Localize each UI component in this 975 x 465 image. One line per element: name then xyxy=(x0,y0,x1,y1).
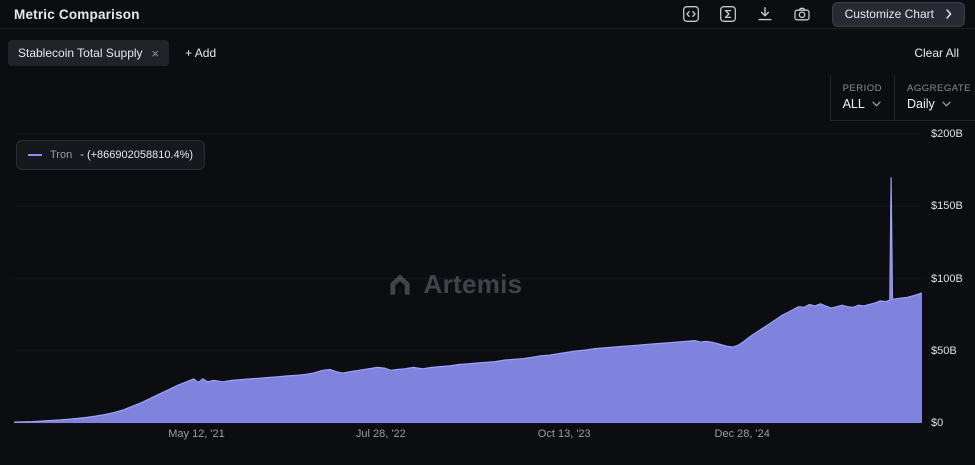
aggregate-value: Daily xyxy=(907,97,935,111)
period-dropdown[interactable]: ALL xyxy=(843,97,882,111)
y-axis-label: $50B xyxy=(931,344,957,357)
clear-all-button[interactable]: Clear All xyxy=(914,46,959,60)
x-axis-label: Jul 28, '22 xyxy=(355,428,406,440)
area-series-tron-line xyxy=(13,177,923,423)
period-value: ALL xyxy=(842,97,865,111)
metric-chips: Stablecoin Total Supply × + Add xyxy=(8,40,216,66)
header: Metric Comparison xyxy=(0,0,975,29)
area-chart-svg xyxy=(13,133,923,424)
y-axis: $0 $50B $100B $150B $200B xyxy=(922,121,975,429)
page-title: Metric Comparison xyxy=(14,6,140,22)
camera-icon[interactable] xyxy=(791,3,813,25)
chart-area: Tron - (+866902058810.4%) Artemis $0 $50B… xyxy=(0,121,975,452)
period-label: PERIOD xyxy=(842,83,883,94)
period-control: PERIOD ALL xyxy=(829,75,895,121)
legend-series-name: Tron xyxy=(50,149,73,161)
customize-chart-button[interactable]: Customize Chart xyxy=(831,1,965,27)
series-color-swatch xyxy=(28,154,42,156)
customize-chart-label: Customize Chart xyxy=(844,6,934,21)
header-actions: Customize Chart xyxy=(680,1,965,27)
plot-region[interactable] xyxy=(13,121,923,424)
x-axis-label: Oct 13, '23 xyxy=(537,428,591,440)
chart-controls: PERIOD ALL AGGREGATE Daily xyxy=(0,75,975,121)
aggregate-control: AGGREGATE Daily xyxy=(894,75,975,121)
chevron-down-icon xyxy=(872,101,881,107)
download-icon[interactable] xyxy=(754,3,776,25)
add-metric-button[interactable]: + Add xyxy=(185,46,217,60)
y-axis-label: $200B xyxy=(931,128,963,140)
y-axis-label: $0 xyxy=(931,417,944,429)
y-axis-label: $150B xyxy=(931,200,963,213)
chevron-right-icon xyxy=(946,8,952,19)
metric-chip-label: Stablecoin Total Supply xyxy=(18,46,143,60)
legend-series-value: - (+866902058810.4%) xyxy=(80,149,194,161)
x-axis-label: Dec 28, '24 xyxy=(714,428,770,440)
chip-close-icon[interactable]: × xyxy=(151,45,160,61)
aggregate-label: AGGREGATE xyxy=(907,83,971,94)
filter-bar: Stablecoin Total Supply × + Add Clear Al… xyxy=(0,29,975,75)
chevron-down-icon xyxy=(942,101,951,107)
embed-icon[interactable] xyxy=(680,3,702,25)
y-axis-label: $100B xyxy=(931,272,963,285)
metric-chip-stablecoin-total-supply[interactable]: Stablecoin Total Supply × xyxy=(8,40,170,66)
sigma-icon[interactable] xyxy=(717,3,739,25)
area-series-tron xyxy=(14,177,922,423)
x-axis: May 12, '21 Jul 28, '22 Oct 13, '23 Dec 28,… xyxy=(14,428,922,444)
aggregate-dropdown[interactable]: Daily xyxy=(907,97,971,111)
x-axis-label: May 12, '21 xyxy=(168,428,225,440)
legend-series-tron[interactable]: Tron - (+866902058810.4%) xyxy=(16,140,206,170)
